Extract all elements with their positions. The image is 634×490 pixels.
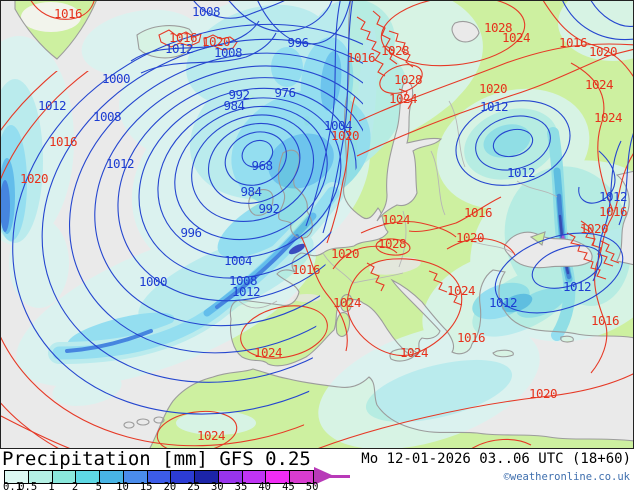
isobar-label: 1004 (323, 118, 353, 134)
isobar-label: 1004 (223, 253, 253, 269)
isobar-label: 1016 (168, 30, 198, 46)
weather-map-image: 1008 996 1012 1008 1000 976 992 984 1012 1012 1008… (0, 0, 634, 449)
isobar-label: 1016 (456, 330, 486, 346)
isobar-label: 1012 (506, 165, 536, 181)
coastline-layer (14, 1, 633, 448)
isobar-label: 984 (240, 184, 262, 200)
colorbar-segment (147, 471, 172, 483)
copyright-link: ©weatheronline.co.uk (503, 471, 630, 483)
isobar-label: 1016 (463, 205, 493, 221)
isobar-label: 1028 (380, 43, 410, 59)
isobar-label: 1020 (455, 230, 485, 246)
isobar-label: 1008 (228, 273, 258, 289)
isobar-label: 1024 (446, 283, 476, 299)
colorbar-tick-label: 40 (258, 481, 272, 490)
colorbar-tick-label: 20 (163, 481, 177, 490)
colorbar-tick-label: 50 (305, 481, 319, 490)
colorbar-tick-label: 25 (187, 481, 200, 490)
isobar-label: 1024 (501, 30, 531, 46)
isobar-label: 1008 (213, 45, 243, 61)
legend-title: Precipitation [mm] GFS 0.25 (2, 448, 311, 470)
isobar-label: 1000 (138, 274, 168, 290)
colorbar-tick-label: 35 (234, 481, 248, 490)
isobar-label: 1020 (579, 221, 609, 237)
border-layer (238, 100, 558, 309)
isobar-label: 1012 (105, 156, 135, 172)
isobar-label: 1020 (528, 386, 558, 402)
isobar-label: 1020 (330, 246, 360, 262)
isobar-label: 1028 (483, 20, 513, 36)
isobar-label: 1024 (253, 345, 283, 361)
isobar-label: 1016 (291, 262, 321, 278)
isobar-label: 1028 (377, 236, 407, 252)
isobar-label: 1012 (562, 279, 592, 295)
colorbar-tick-label: 0.5 (18, 481, 38, 490)
isobar-label: 968 (251, 158, 273, 174)
isobar-label: 984 (223, 98, 245, 114)
colorbar-segment (76, 471, 101, 483)
isobar-label: 976 (274, 85, 296, 101)
isobar-label: 1020 (478, 81, 508, 97)
colorbar-segment (242, 471, 267, 483)
isobar-label: 992 (228, 87, 250, 103)
isobar-label: 1016 (558, 35, 588, 51)
map-canvas (1, 1, 633, 448)
isobar-label: 1012 (37, 98, 67, 114)
isobar-label: 1012 (164, 41, 194, 57)
isobar-label: 1024 (399, 345, 429, 361)
isobar-label: 1008 (191, 4, 221, 20)
isobar-label: 996 (180, 225, 202, 241)
isobar-label: 1016 (590, 313, 620, 329)
colorbar-segment (28, 471, 53, 483)
isobar-label: 1024 (332, 295, 362, 311)
isobar-label: 1008 (92, 109, 122, 125)
colorbar-segment (100, 471, 124, 483)
colorbar-segment (218, 471, 243, 483)
isobars-high (1, 1, 633, 448)
colorbar-tick-label: 2 (71, 481, 79, 490)
isobar-label: 1020 (330, 128, 360, 144)
colorbar-tick-label: 45 (282, 481, 295, 490)
colorbar-segment (123, 471, 148, 483)
isobar-label: 1024 (388, 91, 418, 107)
colorbar-ticks: 0.1 0.5 1 2 5 10 15 20 25 30 35 40 45 50 (0, 482, 360, 490)
isobar-label: 1016 (598, 204, 628, 220)
isobar-label: 992 (258, 201, 280, 217)
isobar-label: 1016 (48, 134, 78, 150)
isobar-label: 1020 (588, 44, 618, 60)
isobar-label: 1024 (584, 77, 614, 93)
isobar-label: 1028 (393, 72, 423, 88)
colorbar-segment (52, 471, 77, 483)
isobar-label: 1024 (593, 110, 623, 126)
isobar-label: 1012 (488, 295, 518, 311)
isobar-label: 1000 (101, 71, 131, 87)
colorbar-tick-label: 15 (139, 481, 153, 490)
isobar-label: 1020 (19, 171, 49, 187)
colorbar-arrow-tail (314, 474, 350, 478)
isobar-label: 1016 (346, 50, 376, 66)
colorbar-tick-label: 1 (48, 481, 55, 490)
isobar-label: 1016 (53, 6, 83, 22)
isobar-label: 1012 (479, 99, 509, 115)
forecast-datetime: Mo 12-01-2026 03..06 UTC (18+60) (361, 451, 631, 467)
isobars-low (12, 1, 633, 415)
precipitation-colorbar (4, 470, 314, 484)
colorbar-tick-label: 0.1 (3, 481, 22, 490)
isobar-label: 1012 (231, 284, 261, 300)
isobar-label: 996 (287, 35, 309, 51)
colorbar-segment (266, 471, 291, 483)
colorbar-segment (171, 471, 196, 483)
isobar-label: 1024 (381, 212, 411, 228)
colorbar-tick-label: 30 (210, 481, 224, 490)
colorbar-tick-label: 10 (116, 481, 129, 490)
isobar-label: 1024 (196, 428, 226, 444)
colorbar-tick-label: 5 (95, 481, 102, 490)
colorbar-segment (5, 471, 29, 483)
isobar-label: 1020 (201, 34, 231, 50)
isobar-label: 1012 (598, 189, 628, 205)
colorbar-segment (195, 471, 219, 483)
colorbar-segment (290, 471, 313, 483)
